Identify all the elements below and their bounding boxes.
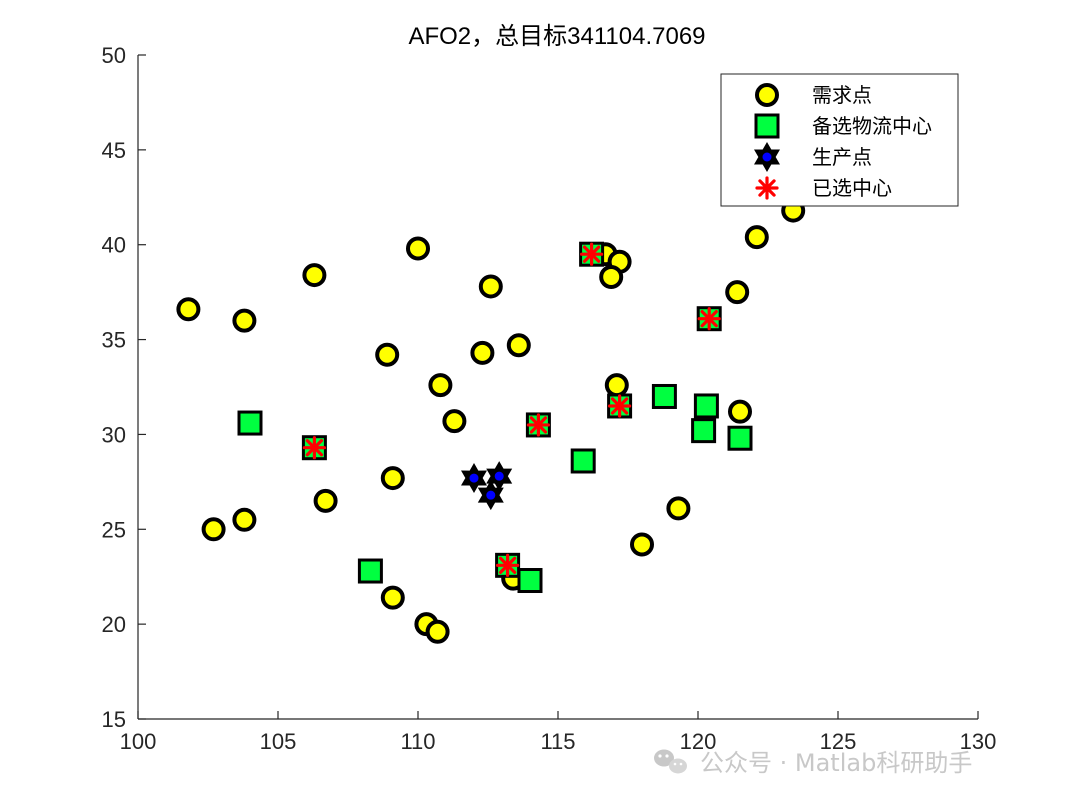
demand-point-marker xyxy=(406,236,430,261)
demand-point-marker xyxy=(599,264,624,289)
candidate-center-marker xyxy=(693,393,719,419)
demand-point-marker xyxy=(201,517,226,542)
legend-label: 需求点 xyxy=(812,83,872,107)
legend-label: 备选物流中心 xyxy=(812,114,932,138)
legend-swatch-asterisk xyxy=(755,176,779,200)
demand-point-marker xyxy=(725,280,750,305)
x-tick-label: 125 xyxy=(820,729,857,754)
production-point-marker xyxy=(477,480,504,511)
production-point-marker xyxy=(461,463,487,494)
selected-center-marker xyxy=(697,307,721,331)
y-tick-label: 20 xyxy=(102,612,126,637)
x-tick-label: 130 xyxy=(960,729,997,754)
y-tick-label: 50 xyxy=(102,43,126,68)
candidate-center-marker xyxy=(357,558,383,584)
legend-swatch-hexagram xyxy=(754,141,780,173)
y-tick-label: 45 xyxy=(102,138,126,163)
legend-label: 已选中心 xyxy=(812,176,892,200)
watermark: 公众号 · Matlab科研助手 xyxy=(654,749,972,777)
candidate-center-marker xyxy=(651,383,677,409)
demand-point-marker xyxy=(666,496,691,521)
demand-point-marker xyxy=(425,619,450,644)
y-axis-ticks: 15 20 25 30 35 40 45 50 xyxy=(102,43,146,732)
legend-swatch-circle xyxy=(755,83,779,107)
demand-point-marker xyxy=(232,507,257,532)
x-tick-label: 100 xyxy=(120,729,157,754)
demand-point-marker xyxy=(313,488,338,513)
candidate-center-marker xyxy=(570,448,596,474)
demand-point-marker xyxy=(442,409,467,434)
selected-center-marker xyxy=(526,413,551,437)
candidate-center-marker xyxy=(727,425,753,451)
demand-point-marker xyxy=(604,373,629,398)
demand-point-marker xyxy=(478,274,503,299)
demand-point-marker xyxy=(630,532,654,557)
wechat-icon xyxy=(654,749,687,774)
candidate-center-marker xyxy=(691,418,717,444)
legend-label: 生产点 xyxy=(812,145,872,169)
y-tick-label: 30 xyxy=(102,422,126,447)
x-tick-label: 110 xyxy=(400,729,435,754)
demand-point-marker xyxy=(380,466,405,491)
watermark-text: 公众号 · Matlab科研助手 xyxy=(700,749,972,777)
selected-center-marker xyxy=(302,436,326,460)
demand-point-marker xyxy=(728,399,752,424)
y-tick-label: 35 xyxy=(102,328,126,353)
y-tick-label: 25 xyxy=(102,517,126,542)
selected-center-marker xyxy=(579,242,604,266)
demand-point-marker xyxy=(176,297,201,322)
x-tick-label: 115 xyxy=(540,729,575,754)
demand-point-marker xyxy=(428,373,453,398)
chart-title: AFO2，总目标341104.7069 xyxy=(408,23,705,50)
demand-point-marker xyxy=(744,225,769,250)
demand-point-marker xyxy=(302,263,327,288)
x-tick-label: 120 xyxy=(680,729,717,754)
x-tick-label: 105 xyxy=(260,729,297,754)
demand-point-marker xyxy=(375,342,400,367)
demand-point-marker xyxy=(470,340,495,365)
selected-center-marker xyxy=(607,394,632,418)
demand-point-marker xyxy=(380,585,405,610)
candidate-center-marker xyxy=(237,410,263,436)
y-tick-label: 40 xyxy=(102,233,126,258)
selected-center-marker xyxy=(496,553,520,577)
x-axis-ticks: 100 105 110 115 120 125 130 xyxy=(120,711,997,754)
y-tick-label: 15 xyxy=(102,707,126,732)
candidate-center-marker xyxy=(517,568,543,594)
legend-swatch-square xyxy=(754,113,780,139)
demand-point-marker xyxy=(506,333,531,358)
demand-point-marker xyxy=(232,308,257,333)
